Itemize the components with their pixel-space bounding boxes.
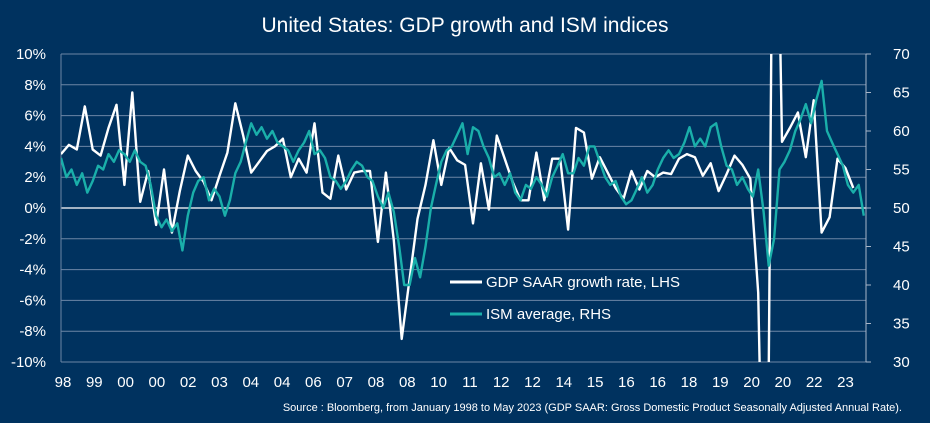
x-tick-label: 20 bbox=[775, 374, 792, 391]
y-left-tick-label: -2% bbox=[19, 231, 46, 248]
legend-label-gdp: GDP SAAR growth rate, LHS bbox=[486, 274, 680, 291]
y-axis-left-labels: -10% -8% -6% -4% -2% 0% 2% 4% 6% 8% 10% bbox=[11, 46, 46, 371]
x-tick-label: 18 bbox=[681, 374, 698, 391]
x-tick-label: 04 bbox=[242, 374, 259, 391]
y-right-tick-label: 55 bbox=[893, 162, 910, 179]
y-left-tick-label: 10% bbox=[16, 46, 46, 63]
x-tick-label: 98 bbox=[55, 374, 72, 391]
y-left-tick-label: 8% bbox=[24, 77, 46, 94]
x-tick-label: 14 bbox=[555, 374, 572, 391]
y-left-tick-label: 6% bbox=[24, 108, 46, 125]
y-right-tick-label: 40 bbox=[893, 277, 910, 294]
x-tick-label: 22 bbox=[806, 374, 823, 391]
axes bbox=[60, 53, 871, 363]
chart-title: United States: GDP growth and ISM indice… bbox=[261, 14, 669, 37]
x-tick-label: 00 bbox=[117, 374, 134, 391]
y-right-tick-label: 60 bbox=[893, 123, 910, 140]
source-note: Source : Bloomberg, from January 1998 to… bbox=[282, 402, 902, 414]
x-tick-label: 11 bbox=[462, 374, 478, 391]
x-tick-label: 15 bbox=[587, 374, 604, 391]
y-left-tick-label: -10% bbox=[11, 354, 46, 371]
y-left-tick-label: 4% bbox=[24, 138, 46, 155]
y-right-tick-label: 45 bbox=[893, 239, 910, 256]
x-tick-label: 08 bbox=[399, 374, 416, 391]
x-tick-label: 19 bbox=[712, 374, 729, 391]
legend-label-ism: ISM average, RHS bbox=[486, 306, 611, 323]
ism-series-line bbox=[61, 79, 865, 287]
y-right-tick-label: 70 bbox=[893, 46, 910, 63]
y-right-tick-label: 50 bbox=[893, 200, 910, 217]
y-right-tick-label: 35 bbox=[893, 316, 910, 333]
gdp-series-line bbox=[61, 54, 855, 362]
y-left-tick-label: 0% bbox=[24, 200, 46, 217]
y-left-tick-label: -8% bbox=[19, 323, 46, 340]
y-right-tick-label: 30 bbox=[893, 354, 910, 371]
x-tick-label: 20 bbox=[743, 374, 760, 391]
y-axis-right-labels: 30 35 40 45 50 55 60 65 70 bbox=[893, 46, 910, 371]
x-tick-label: 16 bbox=[649, 374, 666, 391]
x-tick-label: 23 bbox=[837, 374, 854, 391]
x-tick-label: 16 bbox=[618, 374, 635, 391]
x-tick-label: 07 bbox=[336, 374, 353, 391]
x-tick-label: 12 bbox=[524, 374, 541, 391]
gridlines bbox=[61, 53, 866, 363]
x-tick-label: 12 bbox=[493, 374, 510, 391]
x-tick-label: 06 bbox=[305, 374, 322, 391]
legend: GDP SAAR growth rate, LHS ISM average, R… bbox=[450, 274, 680, 323]
x-tick-label: 02 bbox=[180, 374, 197, 391]
x-tick-label: 00 bbox=[149, 374, 166, 391]
y-left-tick-label: -4% bbox=[19, 262, 46, 279]
x-axis-labels: 98 99 00 00 02 03 04 04 06 07 08 08 10 11 12 12 14 15 16 16… bbox=[55, 374, 854, 391]
y-left-tick-label: -6% bbox=[19, 292, 46, 309]
x-tick-label: 03 bbox=[211, 374, 228, 391]
x-tick-label: 99 bbox=[86, 374, 103, 391]
series-group bbox=[61, 54, 865, 362]
y-left-tick-label: 2% bbox=[24, 169, 46, 186]
x-tick-label: 10 bbox=[430, 374, 447, 391]
y-right-tick-label: 65 bbox=[893, 85, 910, 102]
x-tick-label: 04 bbox=[274, 374, 291, 391]
x-tick-label: 08 bbox=[368, 374, 385, 391]
